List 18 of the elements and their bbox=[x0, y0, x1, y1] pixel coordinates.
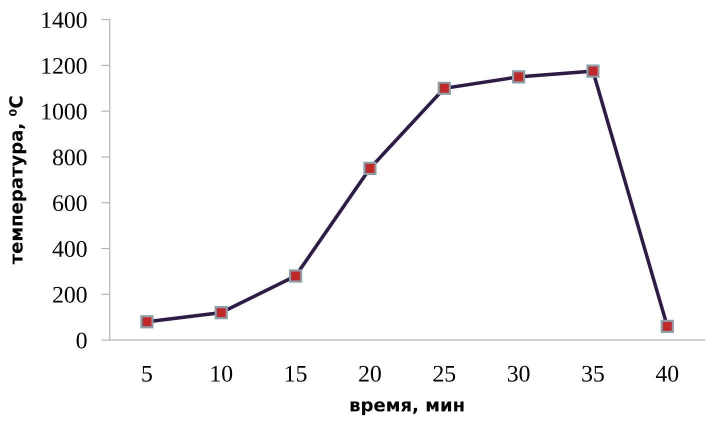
y-tick-label: 0 bbox=[76, 332, 87, 349]
y-tick-label: 200 bbox=[53, 286, 87, 303]
y-tick-label: 1400 bbox=[42, 12, 87, 28]
y-tick-label: 1200 bbox=[42, 58, 87, 74]
y-axis-title: температура, ⁰C bbox=[9, 96, 26, 264]
x-tick-label: 25 bbox=[434, 366, 456, 382]
x-tick-label: 35 bbox=[582, 366, 604, 382]
x-axis-title: время, мин bbox=[350, 401, 464, 416]
x-tick-label: 10 bbox=[212, 366, 232, 382]
x-tick-label: 40 bbox=[656, 366, 678, 382]
y-tick-label: 800 bbox=[53, 149, 87, 166]
y-tick-label: 600 bbox=[53, 195, 87, 212]
x-tick-label: 15 bbox=[286, 366, 306, 382]
y-tick-label: 1000 bbox=[42, 104, 87, 120]
x-tick-label: 5 bbox=[142, 366, 152, 382]
x-tick-label: 30 bbox=[508, 366, 530, 382]
x-tick-label: 20 bbox=[359, 366, 381, 382]
y-tick-label: 400 bbox=[52, 241, 87, 257]
